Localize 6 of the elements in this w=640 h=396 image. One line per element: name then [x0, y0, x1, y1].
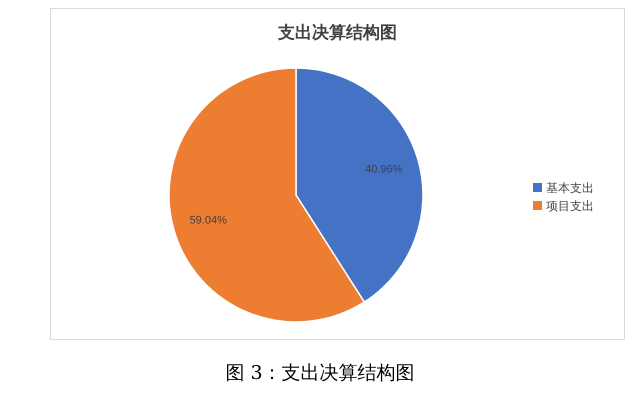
legend-label: 基本支出 [546, 181, 594, 195]
caption: 图 3：支出决算结构图 [224, 361, 416, 386]
data-label: 59.04% [190, 214, 228, 227]
data-label: 40.96% [365, 163, 403, 176]
legend-label: 项目支出 [546, 199, 594, 213]
chart-title: 支出决算结构图 [277, 22, 398, 44]
